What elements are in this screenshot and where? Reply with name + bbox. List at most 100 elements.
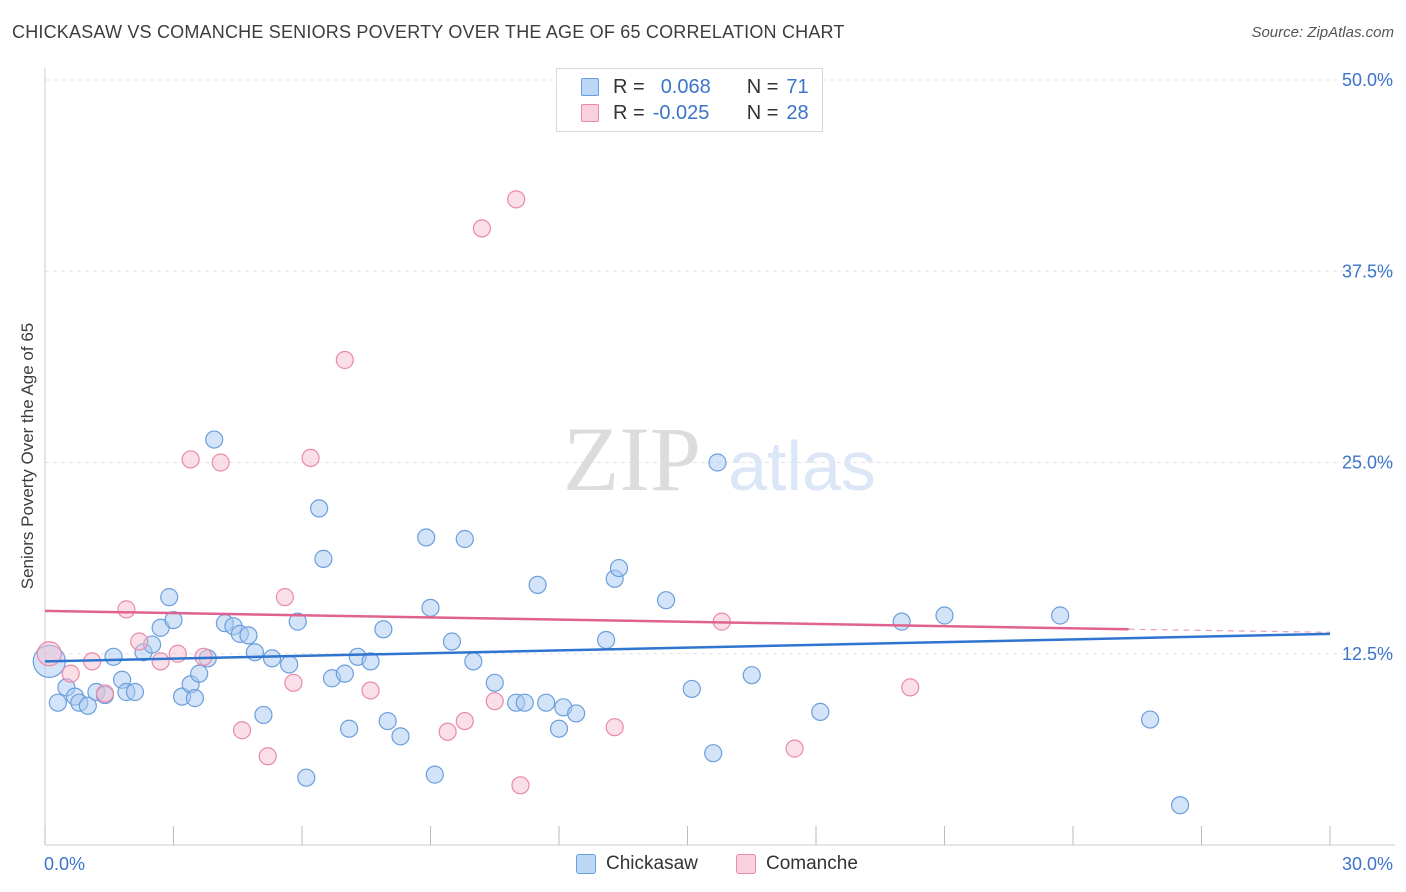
chickasaw-point — [537, 693, 556, 712]
comanche-point — [485, 692, 504, 711]
trend-lines — [44, 609, 1331, 663]
comanche-point — [211, 453, 230, 472]
chickasaw-point — [160, 588, 179, 607]
legend-swatch-pink — [581, 104, 599, 122]
chickasaw-point — [1051, 606, 1070, 625]
comanche-point — [232, 721, 252, 740]
bottom-legend-comanche: Comanche — [736, 852, 858, 876]
chickasaw-point — [425, 765, 444, 784]
comanche-point — [785, 739, 804, 758]
watermark: ZIP atlas — [563, 408, 876, 510]
comanche-trend-extension — [1128, 628, 1331, 633]
legend-r-label: R = — [613, 101, 645, 124]
chickasaw-point — [125, 682, 145, 702]
source-label: Source: ZipAtlas.com — [1251, 24, 1394, 41]
chickasaw-point — [185, 689, 205, 708]
legend-r-value: 0.068 — [660, 75, 711, 98]
chickasaw-point — [205, 430, 224, 449]
chickasaw-point — [190, 664, 209, 683]
comanche-point — [511, 776, 530, 795]
chickasaw-point — [464, 652, 483, 671]
chickasaw-point — [78, 696, 97, 715]
chickasaw-point — [455, 529, 474, 549]
chickasaw-point — [48, 693, 67, 712]
comanche-point — [361, 681, 380, 700]
comanche-point — [95, 684, 115, 703]
chickasaw-point — [1170, 796, 1190, 815]
chickasaw-point — [442, 632, 462, 651]
chickasaw-trend-line — [44, 632, 1331, 663]
comanche-point — [36, 641, 62, 667]
chickasaw-point — [935, 606, 954, 625]
chickasaw-point — [164, 610, 183, 630]
chickasaw-point — [378, 711, 397, 731]
comanche-point — [335, 350, 354, 370]
chickasaw-point — [597, 630, 616, 650]
bottom-legend-chickasaw: Chickasaw — [576, 852, 698, 876]
comanche-points — [36, 190, 920, 795]
chickasaw-point — [528, 575, 547, 595]
chickasaw-point — [310, 499, 329, 518]
chickasaw-point — [104, 647, 123, 666]
watermark-zip: ZIP — [563, 408, 701, 510]
chickasaw-points — [32, 430, 1190, 815]
chickasaw-point — [567, 704, 586, 723]
bottom-legend-label: Comanche — [766, 853, 858, 874]
comanche-point — [901, 678, 920, 697]
chickasaw-point — [374, 620, 393, 639]
legend-n-value: 71 — [786, 75, 809, 98]
comanche-point — [301, 448, 320, 468]
chickasaw-point — [1140, 710, 1160, 729]
chickasaw-point — [515, 693, 534, 712]
comanche-point — [258, 747, 277, 766]
chickasaw-point — [704, 744, 723, 763]
chickasaw-point — [335, 664, 354, 683]
chart-title: CHICKASAW VS COMANCHE SENIORS POVERTY OV… — [12, 22, 845, 42]
bottom-legend-label: Chickasaw — [606, 853, 698, 874]
axes — [44, 68, 1395, 846]
x-tick-label: 30.0% — [1342, 854, 1393, 874]
bottom-legend-swatch-blue — [576, 854, 596, 874]
chickasaw-point — [361, 652, 380, 671]
chickasaw-point — [262, 649, 282, 668]
chickasaw-point — [609, 558, 629, 578]
chickasaw-point — [708, 453, 727, 472]
chickasaw-point — [417, 528, 436, 547]
comanche-trend-line — [44, 609, 1129, 631]
bottom-legend-swatch-pink — [736, 854, 756, 874]
comanche-point — [117, 600, 136, 619]
x-tick-label: 0.0% — [44, 854, 85, 874]
y-tick-label: 50.0% — [1342, 70, 1393, 90]
chickasaw-point — [485, 673, 504, 692]
chickasaw-point — [391, 727, 410, 746]
y-tick-label: 37.5% — [1342, 261, 1393, 281]
legend-n-value: 28 — [786, 101, 809, 124]
comanche-point — [507, 190, 526, 209]
comanche-point — [61, 664, 80, 683]
legend-r-label: R = — [613, 75, 645, 98]
chickasaw-point — [254, 705, 273, 725]
comanche-point — [455, 711, 474, 731]
stats-legend: R = 0.068 N = 71 R = -0.025 N = 28 — [556, 68, 823, 132]
watermark-atlas: atlas — [728, 427, 876, 505]
legend-row-comanche: R = -0.025 N = 28 — [581, 101, 809, 125]
chickasaw-point — [288, 612, 307, 631]
y-tick-label: 12.5% — [1342, 644, 1393, 664]
comanche-point — [151, 652, 170, 671]
grid-lines — [45, 79, 1395, 655]
chickasaw-point — [549, 719, 569, 738]
comanche-point — [472, 219, 491, 238]
chickasaw-point — [656, 591, 676, 610]
chickasaw-point — [280, 655, 299, 674]
chickasaw-point — [682, 679, 701, 699]
tick-labels: 12.5% 25.0% 37.5% 50.0% 0.0% 30.0% — [44, 70, 1393, 874]
y-tick-label: 25.0% — [1342, 453, 1393, 473]
chickasaw-point — [314, 549, 333, 568]
chickasaw-point — [340, 719, 359, 738]
chickasaw-point — [811, 702, 830, 721]
legend-n-label: N = — [746, 101, 779, 124]
chickasaw-point — [297, 768, 316, 787]
chickasaw-point — [421, 598, 440, 617]
legend-n-label: N = — [746, 75, 779, 98]
